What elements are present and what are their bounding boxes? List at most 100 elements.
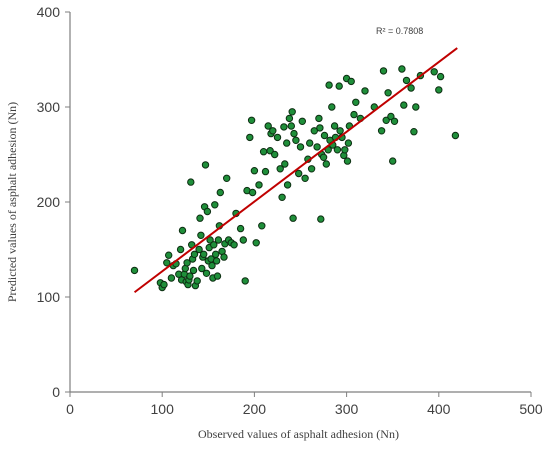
data-point [288,108,296,116]
data-point [301,174,309,183]
data-point [230,241,238,249]
data-point [200,250,208,259]
data-point [210,241,218,249]
data-point [264,122,272,130]
data-point [167,274,176,282]
data-point [203,207,212,216]
data-point [412,103,420,111]
data-point [313,143,321,151]
x-tick-label: 300 [335,401,359,417]
data-point [347,77,355,86]
x-tick-label: 500 [519,401,543,417]
r-squared-annotation: R² = 0.7808 [376,26,423,36]
data-point [350,110,358,119]
data-point [319,153,328,162]
data-point [259,148,268,156]
data-point [241,277,249,285]
data-point [407,84,415,92]
data-point [384,89,392,97]
data-point [344,139,353,147]
data-point [398,65,406,73]
data-point [306,139,314,147]
data-point [298,117,306,126]
data-point [352,98,360,107]
data-point [189,266,198,275]
data-point [296,143,305,151]
data-point [239,236,248,244]
data-point [317,215,325,223]
data-point [278,193,286,202]
data-point [400,101,408,109]
data-point [333,146,342,154]
data-point [377,127,386,135]
data-point [212,257,221,265]
data-point [165,251,173,259]
y-tick-label: 400 [37,4,61,20]
data-point [160,280,168,289]
data-point [285,114,294,123]
data-point [216,188,225,197]
data-point [325,81,333,89]
data-point [283,181,292,189]
data-point [211,201,219,209]
data-point [213,272,222,280]
data-point [281,160,289,168]
data-point [196,214,204,222]
x-tick-label: 400 [427,401,451,417]
data-point [382,116,390,125]
data-point [183,259,191,267]
data-point [330,122,339,130]
data-point [206,236,214,244]
data-point [310,127,318,135]
data-point [258,222,266,230]
x-axis-title: Observed values of asphalt adhesion (Nn) [198,427,399,441]
data-point [273,133,282,142]
data-point [178,226,187,235]
data-point [436,72,445,81]
data-point [322,160,330,168]
data-point [223,174,231,183]
data-point [307,165,316,173]
data-point [283,139,291,147]
data-point [402,76,411,85]
data-point [193,277,201,285]
x-tick-label: 200 [243,401,267,417]
trendline-layer [133,47,458,294]
data-points [130,65,460,292]
data-point [287,122,295,130]
data-point [435,86,443,94]
data-point [212,250,220,259]
data-point [271,150,279,159]
data-point [195,245,203,254]
data-point [320,131,329,140]
data-point [430,68,438,76]
data-point [246,133,254,142]
data-point [451,131,460,140]
data-point [236,224,245,233]
data-point [187,178,195,186]
tick-labels: 0 100 200 300 400 500 0 100 200 300 400 [37,4,543,417]
data-point [198,264,206,273]
data-point [361,87,369,95]
data-point [276,165,284,173]
data-point [328,103,336,111]
data-point [290,129,298,138]
y-tick-label: 0 [52,384,60,400]
data-point [208,261,216,270]
x-tick-label: 0 [66,401,74,417]
data-point [186,272,194,280]
data-point [341,146,349,154]
x-tick-label: 100 [151,401,175,417]
data-point [336,127,344,135]
data-point [379,67,388,75]
data-point [202,269,211,277]
y-tick-label: 100 [37,289,61,305]
data-point [316,124,324,132]
data-point [266,147,274,155]
axes [69,12,531,393]
data-point [343,157,352,165]
data-point [335,82,343,90]
data-point [255,181,263,189]
